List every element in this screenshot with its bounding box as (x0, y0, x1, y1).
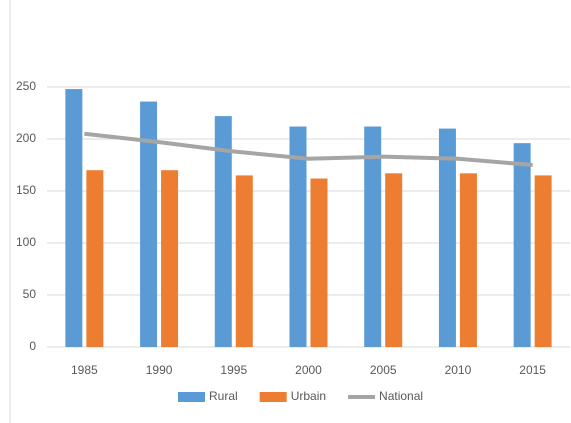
x-tick-label: 2005 (370, 363, 397, 377)
legend-swatch (259, 392, 287, 402)
bar (534, 175, 552, 347)
y-tick-label: 250 (16, 79, 36, 93)
line (84, 131, 533, 167)
x-tick-label: 2010 (445, 363, 472, 377)
bar (140, 101, 158, 347)
y-tick-label: 100 (16, 235, 36, 249)
y-tick-label: 150 (16, 183, 36, 197)
bar (214, 116, 232, 348)
y-tick-label: 50 (23, 287, 37, 301)
x-tick-label: 2000 (295, 363, 322, 377)
x-tick-label: 1995 (220, 363, 247, 377)
bar (65, 89, 83, 347)
legend-label: National (379, 389, 423, 403)
bar (438, 128, 456, 347)
bar (86, 170, 104, 347)
bar (513, 143, 531, 347)
legend-label: Rural (209, 389, 238, 403)
bar (161, 170, 179, 347)
bar (459, 173, 477, 347)
legend-swatch (178, 392, 205, 402)
x-tick-label: 2015 (519, 363, 546, 377)
bar (289, 126, 307, 348)
x-tick-label: 1990 (146, 363, 173, 377)
bar (385, 173, 403, 347)
bar (235, 175, 253, 347)
bar (364, 126, 382, 348)
bar (310, 178, 328, 347)
legend-label: Urbain (291, 389, 326, 403)
x-tick-label: 1985 (71, 363, 98, 377)
y-tick-label: 200 (16, 131, 36, 145)
y-tick-label: 0 (29, 339, 36, 353)
